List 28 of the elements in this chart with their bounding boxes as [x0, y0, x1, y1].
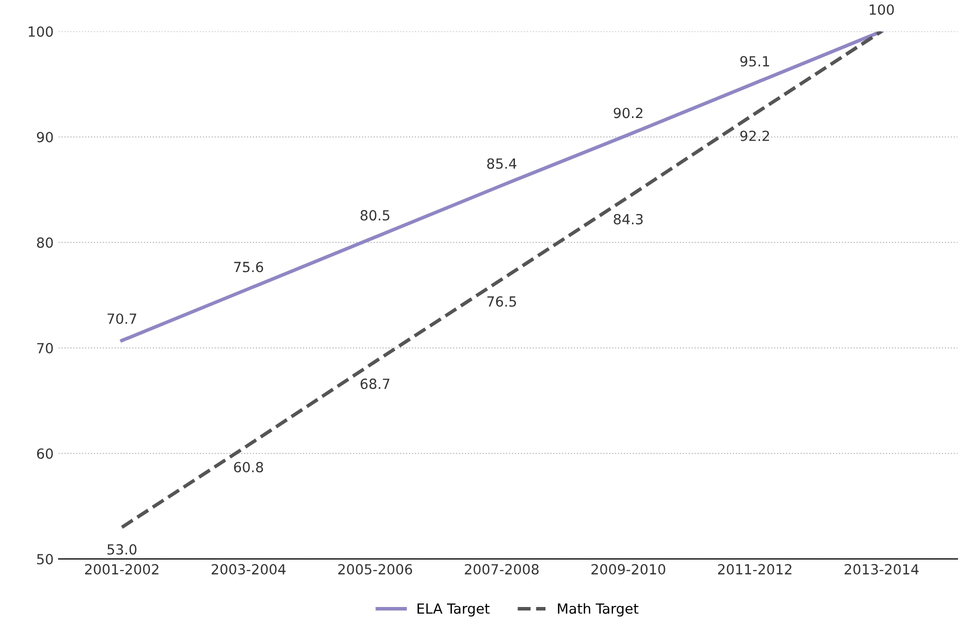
data-label: 95.1: [740, 56, 770, 67]
data-label: 85.4: [487, 158, 516, 169]
legend-label: ELA Target: [418, 604, 490, 617]
data-label: 53.0: [108, 544, 136, 555]
x-tick-label: 2005-2006: [338, 564, 412, 575]
data-label: 70.7: [108, 313, 136, 324]
y-tick-label: 50: [37, 554, 53, 564]
data-label: 92.2: [740, 130, 769, 142]
x-tick-label: 2011-2012: [718, 564, 792, 575]
data-label: 80.5: [360, 210, 390, 221]
y-tick-label: 80: [37, 237, 53, 248]
data-label: 75.6: [234, 262, 264, 272]
x-tick-label: 2003-2004: [212, 564, 286, 575]
data-label: 100: [870, 4, 894, 15]
y-tick-label: 60: [37, 448, 53, 459]
data-label: 90.2: [614, 108, 642, 118]
x-tick-label: 2007-2008: [464, 564, 539, 575]
data-label: 60.8: [234, 462, 264, 472]
legend-label: Math Target: [558, 603, 638, 617]
y-tick-label: 90: [36, 132, 53, 142]
x-tick-label: 2013-2014: [844, 564, 919, 575]
x-tick-label: 2001-2002: [85, 564, 158, 575]
y-tick-label: 100: [28, 26, 53, 37]
x-tick-label: 2009-2010: [591, 564, 666, 575]
data-label: 68.7: [360, 378, 390, 390]
y-tick-label: 70: [37, 342, 53, 354]
data-label: 84.3: [614, 214, 643, 224]
data-label: 76.5: [487, 296, 516, 307]
